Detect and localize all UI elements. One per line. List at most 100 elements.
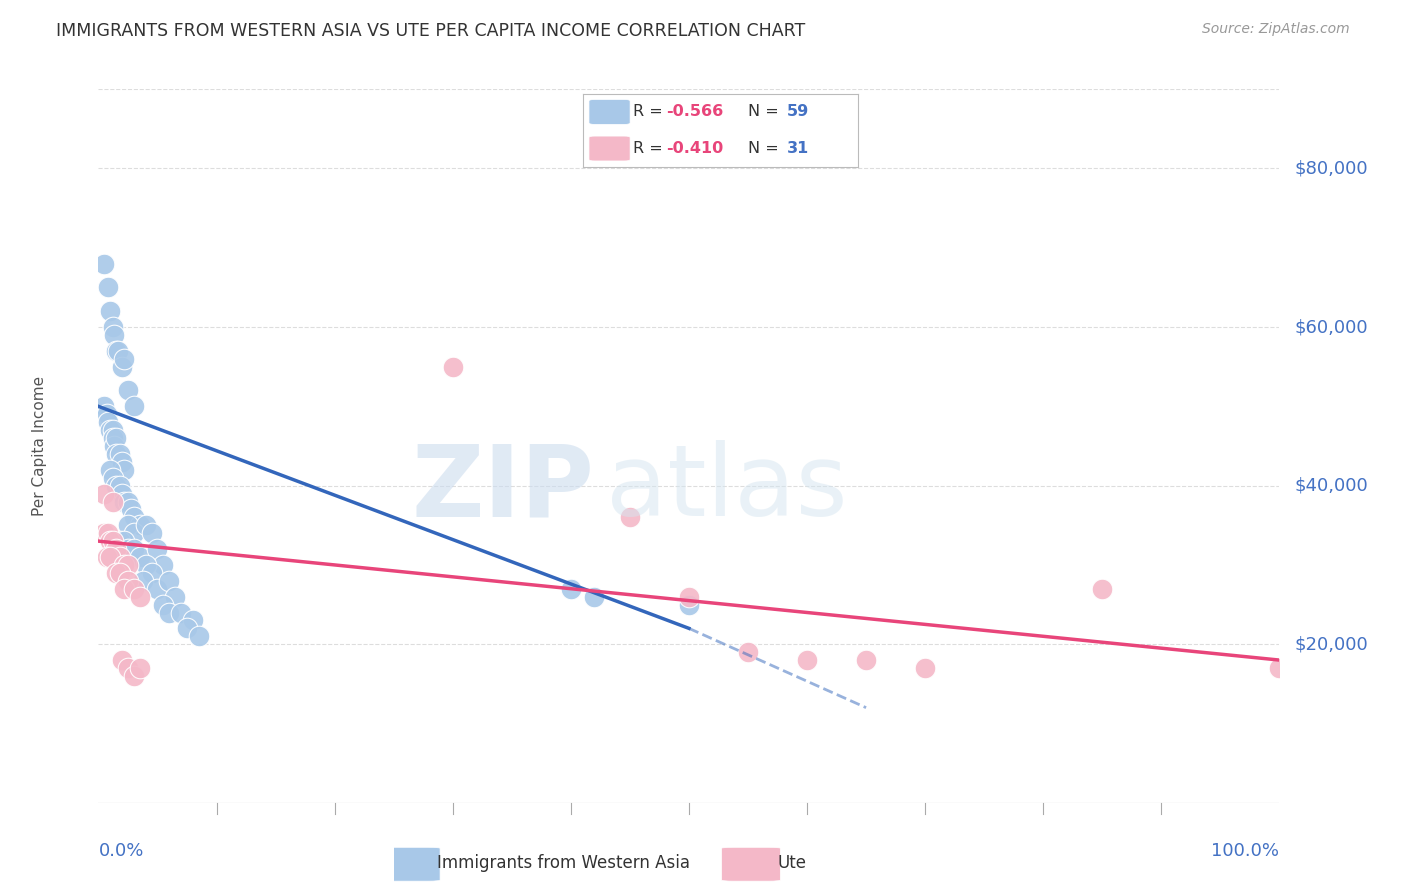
Point [678, 590, 700, 604]
Point [105, 566, 128, 580]
Point [117, 494, 139, 508]
Text: Immigrants from Western Asia: Immigrants from Western Asia [437, 854, 690, 872]
Text: -0.566: -0.566 [666, 104, 723, 120]
Text: 0.0%: 0.0% [98, 842, 143, 860]
Point [128, 661, 150, 675]
Point [108, 534, 131, 549]
Point [105, 447, 128, 461]
FancyBboxPatch shape [721, 847, 780, 881]
Point [112, 534, 135, 549]
Point [103, 439, 125, 453]
Point [98, 534, 121, 549]
Point [117, 518, 139, 533]
Text: R =: R = [633, 141, 668, 156]
Point [170, 606, 193, 620]
Text: ZIP: ZIP [412, 441, 595, 537]
Point [122, 669, 145, 683]
Point [157, 606, 180, 620]
Point [855, 653, 877, 667]
Point [96, 549, 118, 564]
Point [111, 486, 134, 500]
FancyBboxPatch shape [589, 136, 630, 161]
Point [181, 614, 204, 628]
Point [176, 621, 198, 635]
Point [117, 384, 139, 398]
Point [187, 629, 209, 643]
Point [105, 478, 128, 492]
Point [122, 582, 145, 596]
Text: 31: 31 [786, 141, 808, 156]
Point [152, 598, 174, 612]
Point [107, 343, 129, 358]
Text: Ute: Ute [778, 854, 806, 872]
Point [105, 343, 128, 358]
Point [93, 400, 115, 414]
Point [122, 526, 145, 541]
Point [103, 328, 125, 343]
Point [112, 582, 135, 596]
Point [121, 502, 143, 516]
Point [101, 423, 124, 437]
Point [108, 447, 131, 461]
FancyBboxPatch shape [381, 847, 440, 881]
Text: N =: N = [748, 104, 785, 120]
Point [112, 351, 135, 366]
Point [157, 574, 180, 588]
Point [132, 574, 155, 588]
Point [111, 359, 134, 374]
Text: $40,000: $40,000 [1295, 476, 1368, 495]
Point [117, 542, 139, 557]
Point [1091, 582, 1114, 596]
Text: 59: 59 [786, 104, 808, 120]
Point [560, 582, 582, 596]
Point [112, 558, 135, 572]
Point [112, 463, 135, 477]
Text: N =: N = [748, 141, 785, 156]
Point [146, 542, 169, 557]
Point [117, 661, 139, 675]
Text: 100.0%: 100.0% [1212, 842, 1279, 860]
Point [117, 574, 139, 588]
Point [141, 566, 163, 580]
Text: atlas: atlas [606, 441, 848, 537]
Point [796, 653, 818, 667]
Text: $80,000: $80,000 [1295, 160, 1368, 178]
Point [128, 590, 150, 604]
Point [914, 661, 936, 675]
Point [1268, 661, 1291, 675]
Point [98, 304, 121, 318]
Point [98, 549, 121, 564]
Point [97, 415, 120, 429]
Point [96, 407, 118, 421]
Point [135, 518, 157, 533]
Text: R =: R = [633, 104, 668, 120]
Point [98, 463, 121, 477]
Point [105, 542, 128, 557]
Point [101, 494, 124, 508]
Point [678, 598, 700, 612]
FancyBboxPatch shape [589, 100, 630, 124]
Point [93, 526, 115, 541]
Point [111, 455, 134, 469]
Point [112, 494, 135, 508]
Point [101, 471, 124, 485]
Point [146, 582, 169, 596]
Text: $60,000: $60,000 [1295, 318, 1368, 336]
Point [101, 534, 124, 549]
Point [108, 549, 131, 564]
Point [97, 280, 120, 294]
Point [141, 526, 163, 541]
Text: Source: ZipAtlas.com: Source: ZipAtlas.com [1202, 22, 1350, 37]
Point [122, 510, 145, 524]
Point [128, 518, 150, 533]
Point [122, 400, 145, 414]
Point [165, 590, 187, 604]
Text: -0.410: -0.410 [666, 141, 723, 156]
Point [135, 558, 157, 572]
Point [97, 526, 120, 541]
Point [128, 549, 150, 564]
Point [111, 653, 134, 667]
Point [441, 359, 464, 374]
Point [101, 431, 124, 445]
Point [737, 645, 759, 659]
